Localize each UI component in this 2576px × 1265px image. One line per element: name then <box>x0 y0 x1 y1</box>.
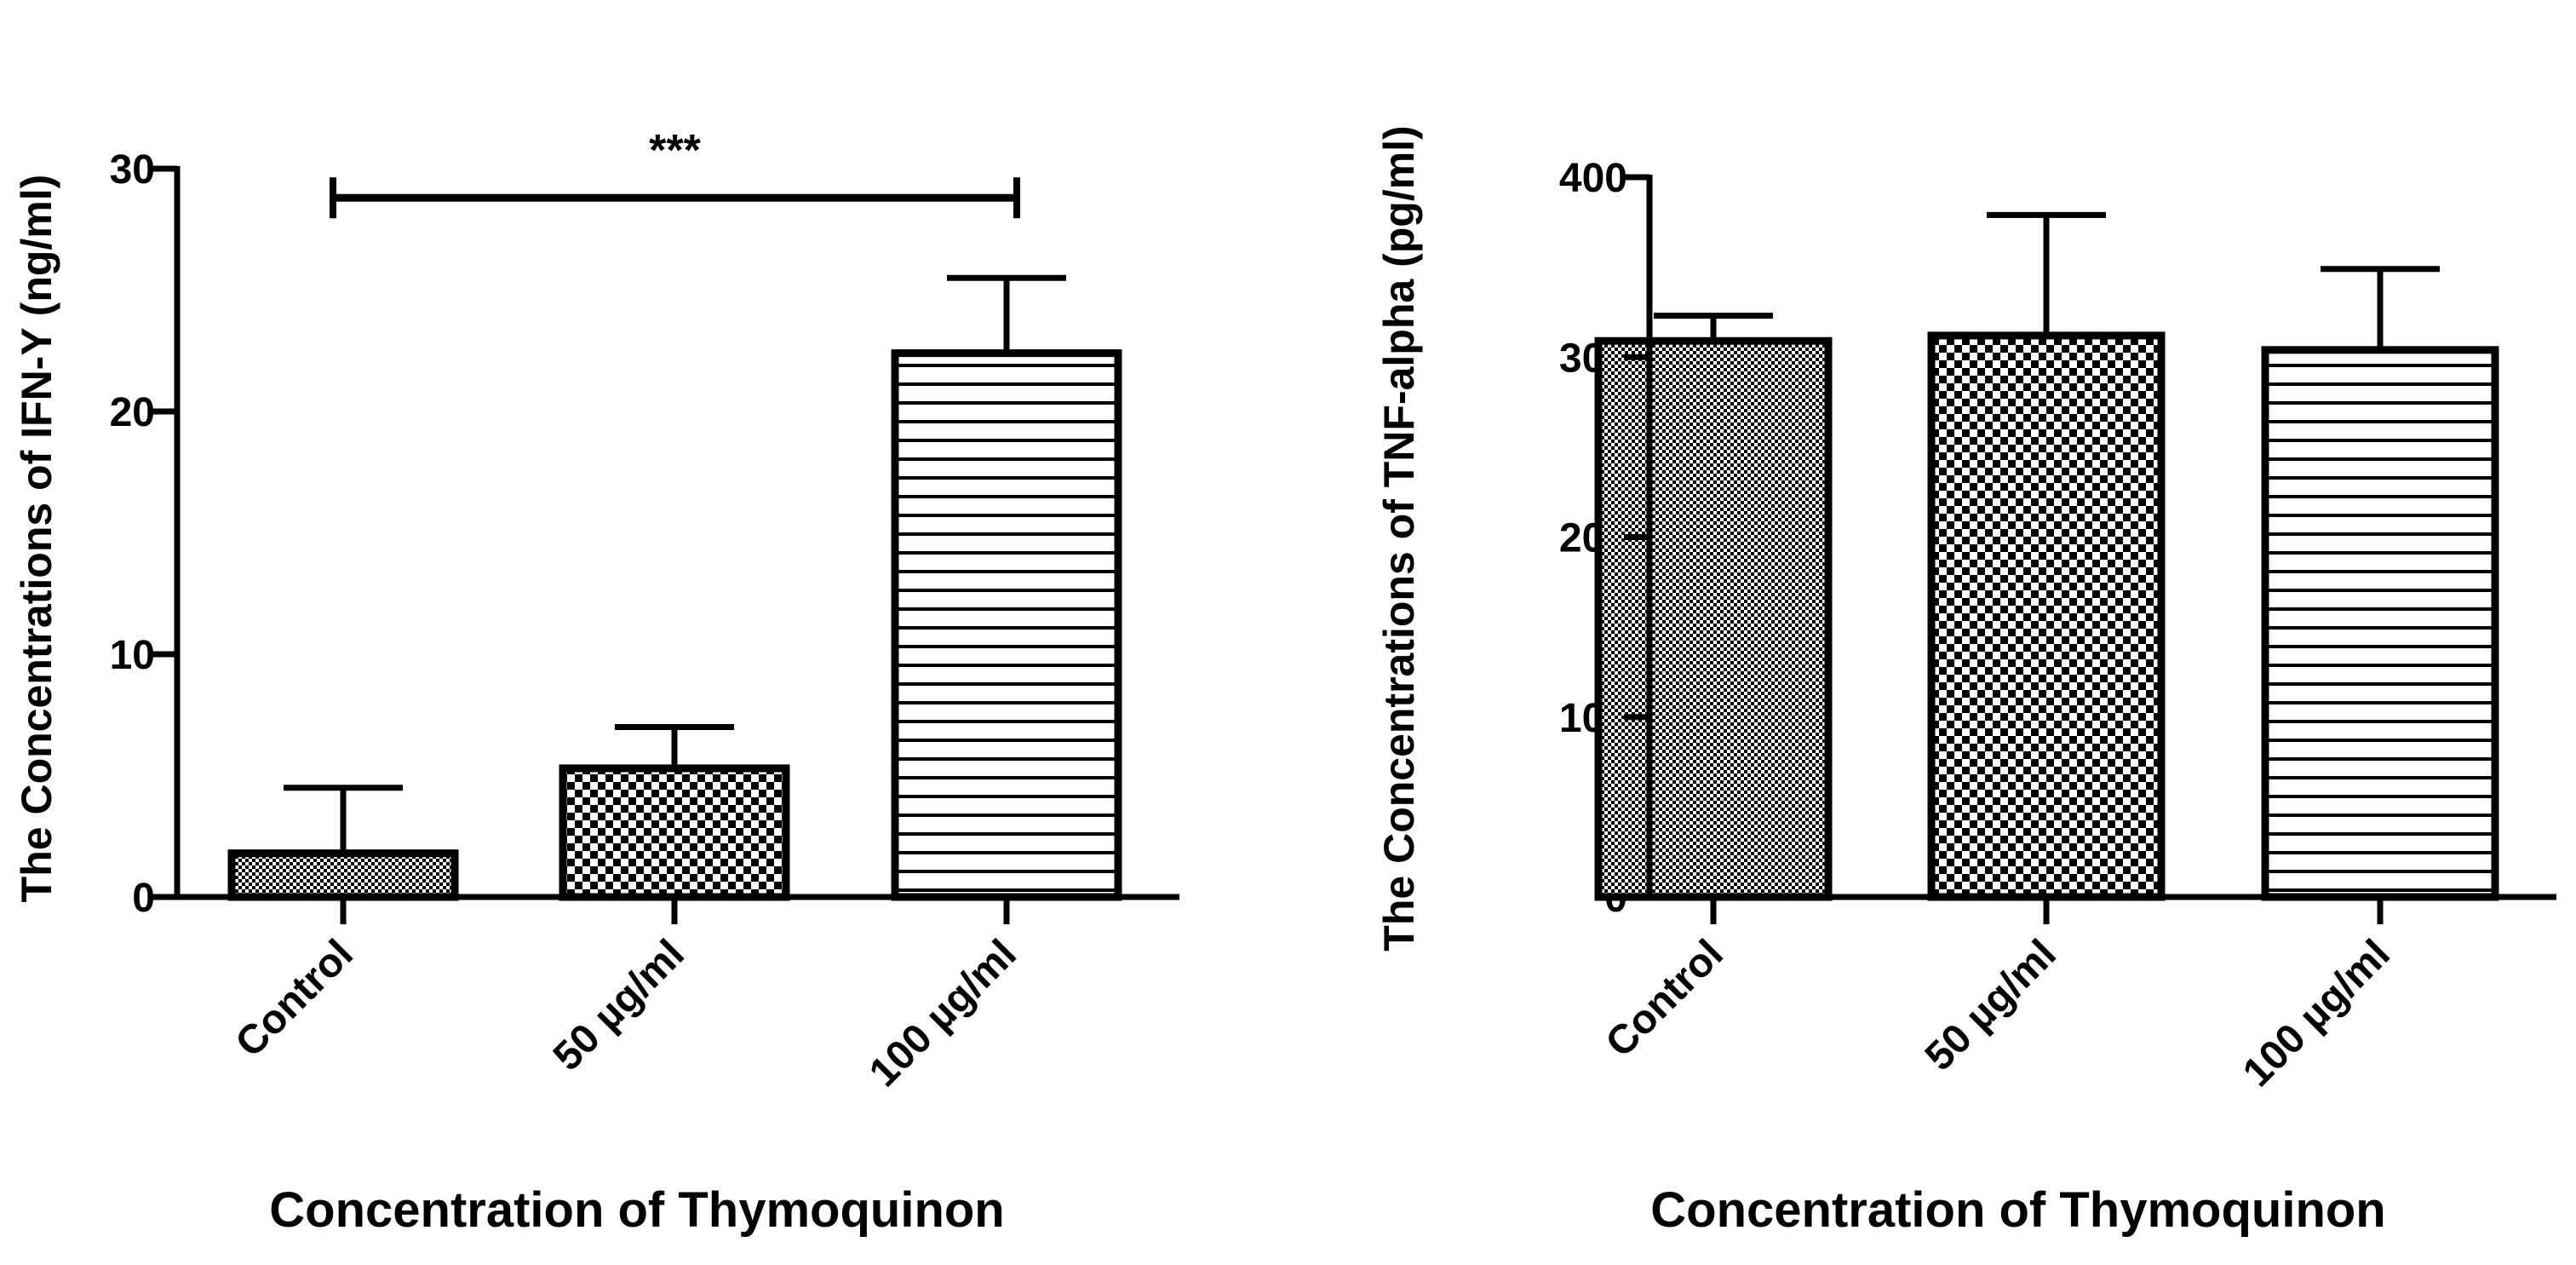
y-axis-label: The Concentrations of TNF-alpha (pg/ml) <box>1375 125 1423 951</box>
bars <box>227 349 1122 901</box>
significance-label: *** <box>649 126 701 175</box>
axes <box>152 165 1179 924</box>
bar <box>891 349 1122 901</box>
error-bars <box>1654 211 2440 350</box>
x-tick-label: 50 µg/ml <box>545 931 693 1079</box>
y-tick-label: 30 <box>110 147 155 193</box>
y-tick-label: 10 <box>110 633 155 678</box>
x-axis-label: Concentration of Thymoquinon <box>269 1182 1004 1238</box>
y-axis-label: The Concentrations of IFN-Y (ng/ml) <box>13 175 60 903</box>
x-tick-label: Control <box>1598 931 1732 1066</box>
y-tick-label: 20 <box>110 390 155 435</box>
panel-tnf: The Concentrations of TNF-alpha (pg/ml) … <box>1375 125 2556 1238</box>
y-tick-label: 0 <box>132 876 155 921</box>
y-tick-label: 400 <box>1559 156 1627 201</box>
x-tick-label: 100 µg/ml <box>2235 931 2399 1095</box>
bar <box>559 764 790 901</box>
bar <box>1594 336 1833 901</box>
x-tick-label: Control <box>227 931 362 1066</box>
x-tick-labels: Control 50 µg/ml 100 µg/ml <box>1598 931 2399 1095</box>
significance-bracket: *** <box>330 126 1020 219</box>
bars <box>1594 331 2499 901</box>
x-tick-label: 50 µg/ml <box>1917 931 2065 1079</box>
bar <box>1927 331 2166 901</box>
axes <box>1624 174 2556 924</box>
x-axis-label: Concentration of Thymoquinon <box>1650 1182 2385 1238</box>
bar <box>2261 346 2499 901</box>
panel-ifn: The Concentrations of IFN-Y (ng/ml) Conc… <box>13 126 1179 1238</box>
x-tick-labels: Control 50 µg/ml 100 µg/ml <box>227 931 1025 1095</box>
error-bars <box>284 274 1066 854</box>
x-tick-label: 100 µg/ml <box>861 931 1025 1095</box>
y-tick-labels: 0 10 20 30 <box>110 147 155 921</box>
bar <box>227 849 459 901</box>
